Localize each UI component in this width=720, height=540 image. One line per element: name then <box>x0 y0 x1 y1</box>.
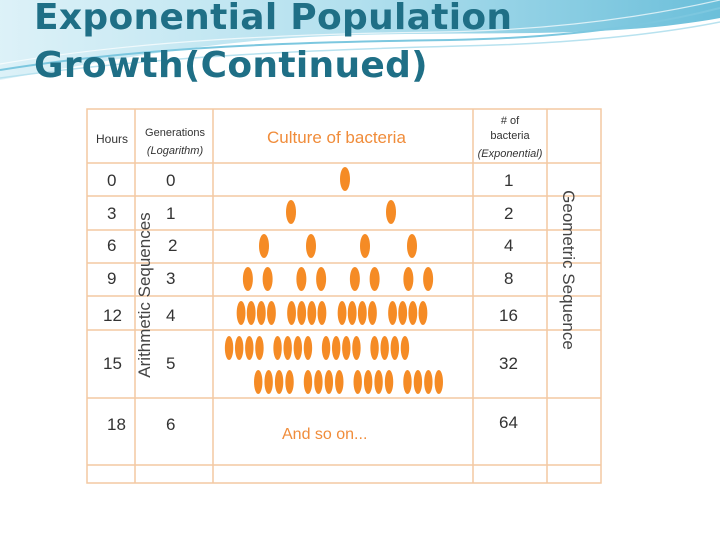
header-culture: Culture of bacteria <box>267 128 406 147</box>
generation-cell: 2 <box>168 236 178 255</box>
bacterium <box>360 234 370 258</box>
count-cell: 1 <box>504 171 514 190</box>
bacterium <box>374 370 383 394</box>
header-count-line1: # of <box>500 115 520 127</box>
bacterium <box>286 200 296 224</box>
bacterium <box>317 301 327 325</box>
bacterium <box>245 336 254 360</box>
hours-cell: 6 <box>107 236 117 255</box>
bacterium <box>349 267 360 291</box>
bacterium <box>255 336 264 360</box>
bacterium <box>423 267 434 291</box>
bacterium <box>314 370 323 394</box>
bacterium <box>388 301 397 325</box>
bacterium <box>424 370 433 394</box>
bacterium <box>352 336 361 360</box>
bacterium <box>293 336 303 360</box>
header-hours: Hours <box>95 132 128 146</box>
header-generations-sub: (Logarithm) <box>146 145 204 157</box>
bacterium <box>321 336 331 360</box>
bacterium <box>357 301 367 325</box>
table-grid <box>86 108 602 484</box>
background-waves <box>0 0 720 80</box>
bacterium <box>413 370 423 394</box>
count-cell: 8 <box>504 269 514 288</box>
bacterium <box>274 370 284 394</box>
bacterium <box>390 336 400 360</box>
hours-cell: 3 <box>107 204 117 223</box>
bacteria-culture-drawing <box>224 167 443 394</box>
bacterium <box>256 301 266 325</box>
bacterium <box>287 301 296 325</box>
header-count-sub: (Exponential) <box>477 148 543 160</box>
bacterium <box>369 267 380 291</box>
bacterium <box>370 336 379 360</box>
bacterium <box>273 336 282 360</box>
generation-cell: 5 <box>166 354 176 373</box>
hours-cell: 12 <box>103 306 122 325</box>
bacterium <box>246 301 256 325</box>
bacterium <box>264 370 273 394</box>
generation-cell: 3 <box>166 269 176 288</box>
header-count-line2: bacteria <box>490 130 530 142</box>
generation-cell: 0 <box>166 171 176 190</box>
bacterium <box>331 336 341 360</box>
hours-cell: 9 <box>107 269 117 288</box>
bacterium <box>342 336 351 360</box>
bacterium <box>234 336 244 360</box>
bacterium <box>259 234 269 258</box>
bacteria-growth-figure: Hours Generations (Logarithm) Culture of… <box>86 108 602 484</box>
bacterium <box>380 336 389 360</box>
bacterium <box>408 301 418 325</box>
bacterium <box>316 267 327 291</box>
bacterium <box>337 301 347 325</box>
generation-cell: 4 <box>166 306 176 325</box>
count-cell: 16 <box>499 306 518 325</box>
generation-cell: 1 <box>166 204 176 223</box>
count-cell: 32 <box>499 354 518 373</box>
generation-cell: 6 <box>166 415 176 434</box>
bacterium <box>335 370 344 394</box>
count-cell: 64 <box>499 413 518 432</box>
and-so-on-label: And so on... <box>282 426 368 443</box>
bacterium <box>297 301 307 325</box>
bacterium <box>283 336 292 360</box>
bacterium <box>285 370 294 394</box>
bacterium <box>242 267 253 291</box>
bacterium <box>303 370 313 394</box>
bacterium <box>324 370 334 394</box>
bacterium <box>254 370 263 394</box>
bacterium <box>403 370 412 394</box>
hours-cell: 18 <box>107 415 126 434</box>
bacterium <box>398 301 408 325</box>
bacterium <box>400 336 410 360</box>
slide-title-line1: Exponential Population <box>34 0 513 38</box>
bacterium <box>347 301 357 325</box>
bacterium <box>296 267 307 291</box>
bacterium <box>384 370 394 394</box>
bacterium <box>340 167 350 191</box>
bacterium <box>386 200 396 224</box>
bacterium <box>418 301 428 325</box>
count-cell: 4 <box>504 236 514 255</box>
bacterium <box>307 301 317 325</box>
bacterium <box>368 301 377 325</box>
bacterium <box>262 267 273 291</box>
bacterium <box>267 301 276 325</box>
bacterium <box>306 234 316 258</box>
bacterium <box>303 336 313 360</box>
bacterium <box>407 234 417 258</box>
bacterium <box>353 370 362 394</box>
hours-cell: 15 <box>103 354 122 373</box>
bacterium <box>224 336 234 360</box>
slide-title-line2: Growth(Continued) <box>34 45 428 86</box>
hours-cell: 0 <box>107 171 117 190</box>
bacterium <box>434 370 443 394</box>
slide-title: Exponential Population Growth(Continued) <box>34 0 512 90</box>
bacterium <box>236 301 246 325</box>
header-generations: Generations <box>145 127 205 139</box>
bacterium <box>363 370 373 394</box>
bacterium <box>403 267 414 291</box>
count-cell: 2 <box>504 204 514 223</box>
